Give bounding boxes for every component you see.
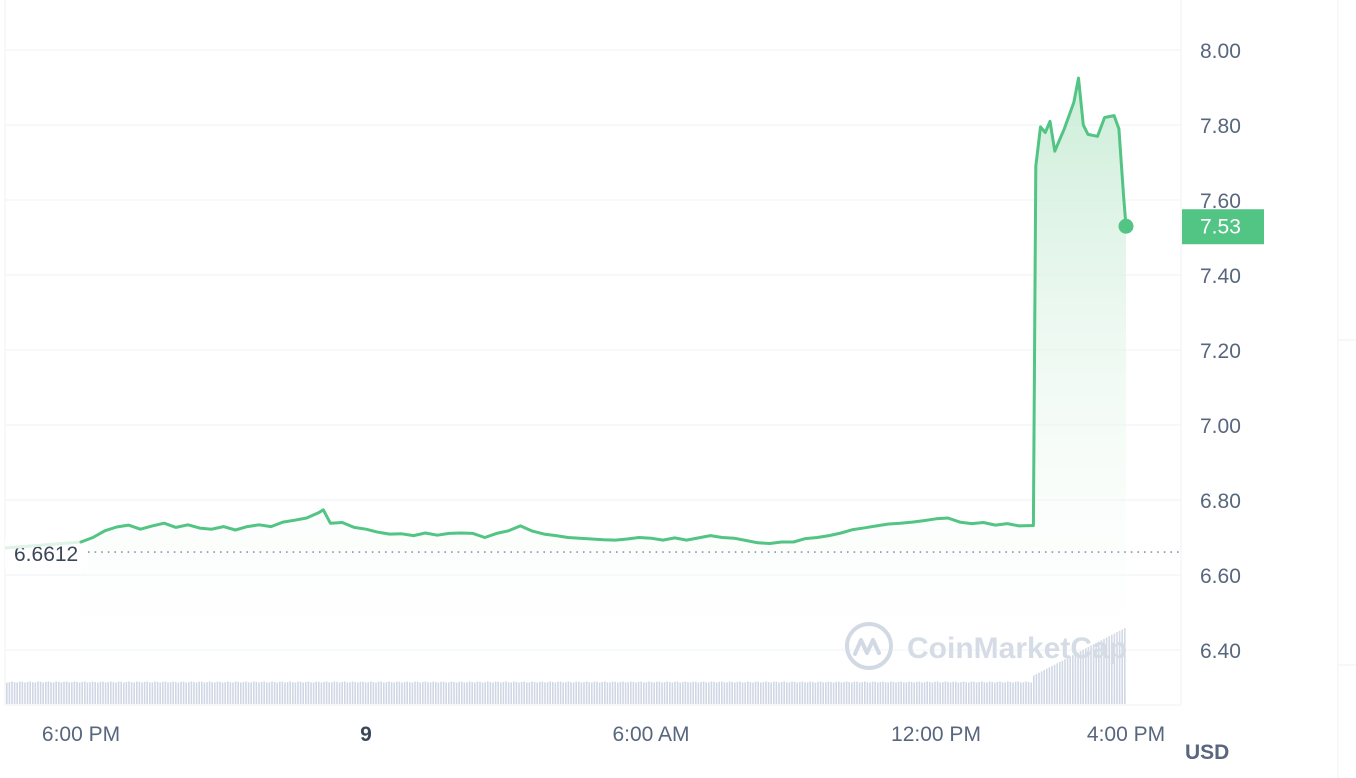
volume-bar (29, 681, 31, 704)
volume-bar (60, 682, 63, 704)
volume-bar (55, 681, 57, 704)
volume-bar (6, 682, 8, 704)
coinmarketcap-logo-icon (845, 622, 893, 670)
y-tick-label: 6.60 (1200, 565, 1241, 588)
x-tick-label: 4:00 PM (1087, 723, 1165, 746)
volume-bar (13, 682, 16, 704)
last-price-badge-text: 7.53 (1200, 215, 1241, 238)
volume-bar (76, 681, 78, 704)
y-tick-label: 6.40 (1200, 640, 1241, 663)
y-tick-label: 7.00 (1200, 415, 1241, 438)
volume-bar (78, 682, 81, 704)
volume-bar (58, 681, 60, 704)
last-price-badge (1182, 209, 1264, 245)
y-tick-label: 7.60 (1200, 190, 1241, 213)
y-tick-label: 7.40 (1200, 265, 1241, 288)
price-area-fill (81, 78, 1126, 706)
volume-bar (68, 682, 70, 704)
volume-bar (16, 682, 18, 704)
watermark: CoinMarketCap (845, 622, 1127, 670)
watermark-text: CoinMarketCap (907, 632, 1127, 665)
x-tick-label: 6:00 PM (42, 723, 120, 746)
x-tick-label: 12:00 PM (891, 723, 981, 746)
reference-label: 6.6612 (14, 543, 78, 566)
volume-bar (50, 682, 52, 704)
volume-bar (71, 682, 73, 704)
y-tick-label: 8.00 (1200, 40, 1241, 63)
volume-bar (37, 681, 39, 704)
x-tick-label: 9 (360, 723, 372, 746)
volume-bar (47, 681, 50, 704)
volume-bar (34, 682, 37, 704)
currency-label: USD (1185, 741, 1229, 764)
volume-bar (73, 681, 76, 704)
volume-bar (11, 681, 13, 704)
y-tick-label: 7.80 (1200, 115, 1241, 138)
volume-bar (26, 682, 29, 704)
y-tick-label: 6.80 (1200, 490, 1241, 513)
price-line-faded (4, 540, 82, 550)
volume-bar (19, 681, 21, 704)
volume-bar (24, 682, 26, 704)
volume-bar (32, 682, 34, 704)
reference-line: 6.6612 (5, 538, 1181, 569)
volume-bar (45, 681, 47, 704)
axis-labels: 8.00 7.80 7.60 7.40 7.20 7.00 6.80 6.60 6.40 6:00… (42, 40, 1264, 764)
x-tick-label: 6:00 AM (612, 723, 689, 746)
y-tick-label: 7.20 (1200, 340, 1241, 363)
price-series-line (4, 76, 1134, 550)
price-line (79, 76, 1128, 545)
volume-bar (52, 682, 55, 704)
last-price-marker (1118, 218, 1134, 234)
volume-bar (42, 682, 44, 704)
volume-bar (63, 681, 65, 704)
volume-bar (8, 682, 11, 704)
price-area (81, 78, 1126, 706)
volume-bar (21, 681, 24, 704)
volume-bar (39, 681, 42, 704)
volume-bar (65, 681, 68, 704)
